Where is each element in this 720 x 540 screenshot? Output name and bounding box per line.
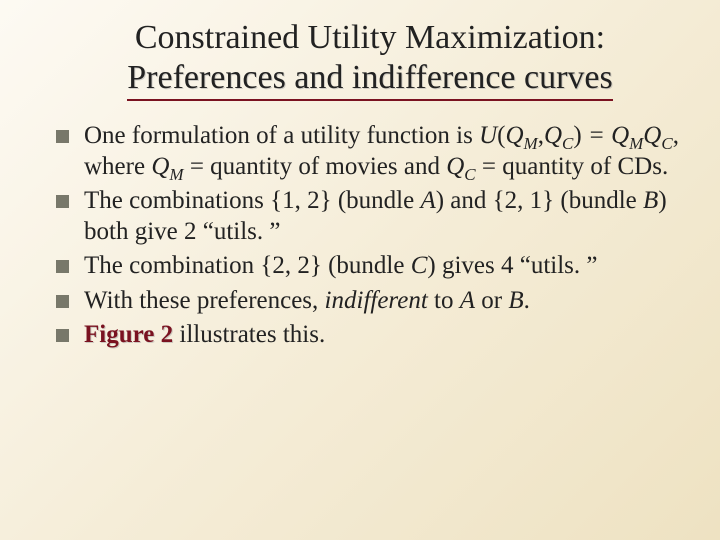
var-Q: Q <box>611 122 629 149</box>
figure-ref: Figure 2 <box>84 321 173 348</box>
text: The combinations {1, 2} (bundle <box>84 187 420 214</box>
var-Q: Q <box>544 122 562 149</box>
sub-C: C <box>661 134 672 153</box>
sub-C: C <box>464 165 475 184</box>
bundle-B: B <box>508 287 523 314</box>
sub-M: M <box>629 134 643 153</box>
title-line-1: Constrained Utility Maximization: <box>135 19 605 56</box>
bullet-item: With these preferences, indifferent to A… <box>56 286 684 317</box>
text: = quantity of CDs. <box>476 153 669 180</box>
text: One formulation of a utility function is <box>84 122 479 149</box>
var-Q: Q <box>446 153 464 180</box>
bundle-B: B <box>643 187 658 214</box>
text: = quantity of movies and <box>184 153 447 180</box>
sub-M: M <box>524 134 538 153</box>
text: With these preferences, <box>84 287 325 314</box>
bullet-item: One formulation of a utility function is… <box>56 121 684 182</box>
bundle-A: A <box>460 287 475 314</box>
title-line-2: Preferences and indifference curves <box>127 58 613 101</box>
bullet-item: The combination {2, 2} (bundle C) gives … <box>56 251 684 282</box>
text: ) and {2, 1} (bundle <box>436 187 643 214</box>
slide-title: Constrained Utility Maximization: Prefer… <box>76 18 664 101</box>
text: or <box>475 287 508 314</box>
indifferent: indifferent <box>325 287 428 314</box>
text: = <box>582 122 611 149</box>
slide: Constrained Utility Maximization: Prefer… <box>0 0 720 540</box>
var-Q: Q <box>505 122 523 149</box>
text: illustrates this. <box>173 321 325 348</box>
bundle-A: A <box>420 187 435 214</box>
sub-C: C <box>562 134 573 153</box>
text: The combination {2, 2} (bundle <box>84 252 411 279</box>
bullet-list: One formulation of a utility function is… <box>56 121 684 351</box>
var-Q: Q <box>643 122 661 149</box>
text: . <box>524 287 530 314</box>
fn-U: U <box>479 122 497 149</box>
bullet-item: The combinations {1, 2} (bundle A) and {… <box>56 186 684 247</box>
bundle-C: C <box>411 252 428 279</box>
text: to <box>428 287 460 314</box>
sub-M: M <box>169 165 183 184</box>
bullet-item: Figure 2 illustrates this. <box>56 320 684 351</box>
text: ) gives 4 “utils. ” <box>427 252 597 279</box>
text: ) <box>573 122 581 149</box>
var-Q: Q <box>151 153 169 180</box>
